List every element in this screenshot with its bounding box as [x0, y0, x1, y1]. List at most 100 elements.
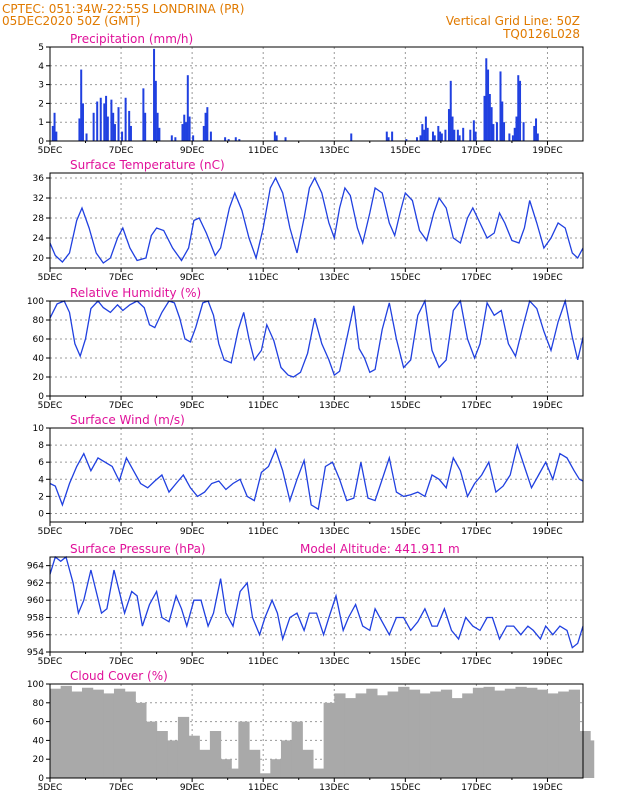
precip-bar — [513, 127, 516, 141]
precip-bar — [128, 110, 131, 141]
precip-bar — [515, 116, 518, 141]
precip-bar — [405, 139, 408, 141]
x-tick-label: 5DEC — [38, 401, 63, 411]
cloud-bar — [227, 768, 239, 778]
precip-bar — [385, 131, 388, 141]
x-tick-label: 15DEC — [390, 657, 420, 667]
precip-bar — [535, 118, 538, 141]
x-tick-label: 15DEC — [390, 401, 420, 411]
panel-title-pressure: Surface Pressure (hPa) — [70, 542, 206, 556]
panel-precip: Precipitation (mm/h) 5DEC 7DEC 9DEC 11DEC 13D… — [38, 32, 584, 156]
x-tick-label: 15DEC — [390, 146, 420, 156]
precip-bar — [423, 129, 426, 141]
cloud-bar — [583, 740, 595, 778]
precip-bar — [533, 125, 536, 141]
x-tick-label: 11DEC — [248, 401, 278, 411]
cloud-bar — [291, 721, 303, 778]
x-tick-label: 19DEC — [532, 401, 562, 411]
precip-bar — [474, 131, 477, 141]
cloud-bar — [376, 695, 389, 778]
precip-bar — [85, 133, 88, 141]
cloud-bar — [430, 691, 442, 778]
x-tick-label: 5DEC — [38, 783, 63, 793]
y-tick-label: 28 — [33, 214, 45, 224]
panel-frame — [49, 683, 584, 779]
cloud-bar — [355, 693, 367, 778]
panel-temp: Surface Temperature (nC) 5DEC 7DEC 9DEC 11DE… — [33, 158, 584, 283]
y-tick-label: 36 — [33, 174, 45, 184]
precip-bar — [522, 122, 525, 141]
precip-bar — [501, 101, 504, 141]
y-tick-label: 4 — [38, 475, 44, 485]
precip-bar — [433, 135, 436, 141]
cloud-bar — [156, 731, 168, 778]
cloud-bar — [248, 749, 261, 778]
precip-bar — [154, 80, 157, 141]
precip-bar — [113, 124, 116, 141]
panel-frame — [49, 172, 584, 269]
precip-bar — [456, 129, 459, 141]
precip-bar — [519, 80, 522, 141]
y-tick-label: 954 — [27, 648, 44, 658]
y-tick-label: 80 — [33, 316, 45, 326]
x-tick-label: 17DEC — [461, 527, 491, 537]
panel-wind: Surface Wind (m/s) 5DEC 7DEC 9DEC 11DEC 13DEC… — [33, 413, 584, 537]
y-tick-label: 2 — [38, 99, 44, 109]
y-tick-label: 5 — [38, 43, 44, 53]
cloud-bar — [259, 773, 271, 778]
cloud-bar — [547, 693, 559, 778]
precip-bar — [458, 135, 461, 141]
panel-title-precip: Precipitation (mm/h) — [70, 32, 193, 46]
x-tick-label: 19DEC — [532, 273, 562, 283]
precip-bar — [440, 133, 443, 141]
precip-bar — [273, 131, 276, 141]
y-tick-label: 0 — [38, 774, 44, 784]
y-tick-label: 3 — [38, 81, 44, 91]
precip-bar — [96, 101, 99, 141]
precip-bar — [153, 48, 156, 141]
cloud-bar — [312, 768, 325, 778]
precip-bar — [129, 125, 132, 141]
header-model: TQ0126L028 — [502, 27, 580, 41]
model-altitude-label: Model Altitude: 441.911 m — [300, 542, 460, 556]
cloud-bar — [462, 693, 474, 778]
cloud-bar — [81, 687, 94, 778]
cloud-bar — [220, 759, 232, 778]
precip-bar — [490, 107, 493, 141]
x-tick-label: 9DEC — [180, 657, 205, 667]
cloud-bar — [302, 749, 314, 778]
x-tick-label: 15DEC — [390, 273, 420, 283]
precip-bar — [206, 107, 209, 141]
cloud-bar — [558, 691, 570, 778]
x-tick-label: 13DEC — [319, 657, 349, 667]
panel-frame — [49, 556, 584, 653]
cloud-bar — [135, 702, 147, 778]
precip-bar — [224, 137, 227, 141]
cloud-bar — [472, 687, 485, 778]
cloud-bar — [526, 687, 538, 778]
x-tick-label: 19DEC — [532, 783, 562, 793]
cloud-bar — [494, 690, 506, 778]
cloud-bar — [145, 721, 158, 778]
precip-bar — [51, 125, 54, 141]
precip-bar — [503, 122, 506, 141]
series-line-pressure — [49, 555, 584, 649]
header-grid-line: Vertical Grid Line: 50Z — [446, 14, 580, 28]
precip-bar — [144, 112, 147, 141]
precip-bar — [483, 95, 486, 141]
precip-bar — [53, 112, 56, 141]
panel-title-wind: Surface Wind (m/s) — [70, 413, 185, 427]
precip-bar — [444, 129, 447, 141]
precip-bar — [78, 118, 81, 141]
precip-bar — [181, 124, 184, 141]
y-tick-label: 10 — [33, 424, 45, 434]
cloud-bar — [188, 735, 200, 778]
cloud-bar — [451, 698, 463, 778]
precip-bar — [451, 116, 454, 141]
precip-bar — [170, 135, 173, 141]
series-line-temp — [49, 176, 584, 264]
x-tick-label: 19DEC — [532, 657, 562, 667]
precip-bar — [391, 131, 394, 141]
precip-bar — [488, 94, 491, 141]
